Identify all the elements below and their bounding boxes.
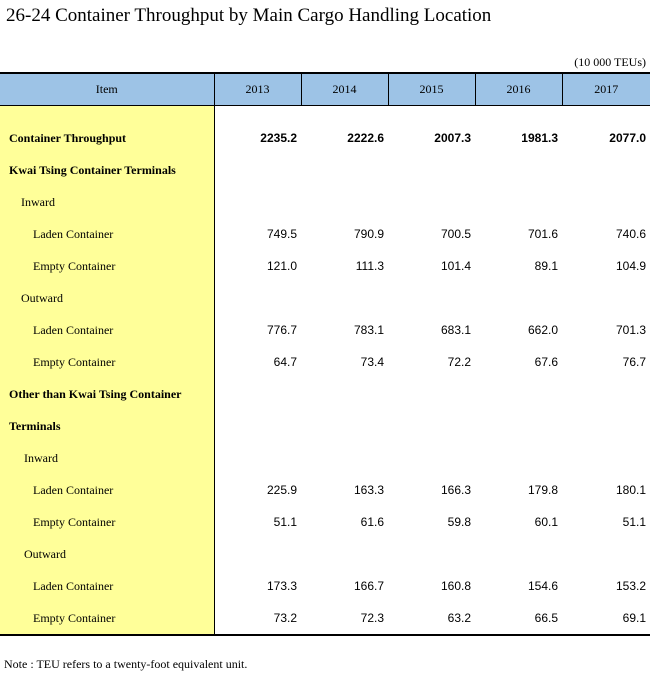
cell-value: 61.6 bbox=[360, 515, 384, 529]
cell-value: 59.8 bbox=[447, 515, 471, 529]
header-year: 2014 bbox=[300, 72, 388, 106]
table-row: Laden Container 225.9 163.3 166.3 179.8 … bbox=[0, 474, 650, 506]
row-label: Laden Container bbox=[0, 570, 215, 602]
group-label: Other than Kwai Tsing Container bbox=[0, 378, 215, 410]
cell-value: 160.8 bbox=[440, 579, 471, 593]
table-row: Outward bbox=[0, 282, 650, 314]
cell-value: 783.1 bbox=[353, 323, 384, 337]
row-label: Container Throughput bbox=[0, 122, 215, 154]
cell-value: 166.7 bbox=[353, 579, 384, 593]
cell-value: 700.5 bbox=[440, 227, 471, 241]
cell-value: 180.1 bbox=[615, 483, 646, 497]
cell-value: 225.9 bbox=[266, 483, 297, 497]
table-row: Inward bbox=[0, 442, 650, 474]
cell-value: 66.5 bbox=[475, 602, 562, 636]
row-label: Empty Container bbox=[0, 250, 215, 282]
table-row: Inward bbox=[0, 186, 650, 218]
header-year: 2013 bbox=[213, 72, 301, 106]
cell-value: 701.3 bbox=[615, 323, 646, 337]
cell-value: 63.2 bbox=[388, 602, 475, 636]
cell-value: 111.3 bbox=[355, 259, 384, 273]
cell-value: 89.1 bbox=[534, 259, 558, 273]
cell-value: 740.6 bbox=[615, 227, 646, 241]
cell-value: 2077.0 bbox=[609, 131, 646, 145]
table-row: Laden Container 749.5 790.9 700.5 701.6 … bbox=[0, 218, 650, 250]
cell-value: 1981.3 bbox=[521, 131, 558, 145]
header-year: 2015 bbox=[387, 72, 475, 106]
cell-value: 51.1 bbox=[622, 515, 646, 529]
cell-value: 166.3 bbox=[440, 483, 471, 497]
table-row: Kwai Tsing Container Terminals bbox=[0, 154, 650, 186]
page-title: 26-24 Container Throughput by Main Cargo… bbox=[6, 5, 492, 26]
cell-value: 101.4 bbox=[440, 259, 471, 273]
cell-value: 72.2 bbox=[447, 355, 471, 369]
cell-value: 104.9 bbox=[615, 259, 646, 273]
table-row: Laden Container 173.3 166.7 160.8 154.6 … bbox=[0, 570, 650, 602]
row-label: Empty Container bbox=[0, 346, 215, 378]
table-row: Empty Container 121.0 111.3 101.4 89.1 1… bbox=[0, 250, 650, 282]
cell-value: 683.1 bbox=[440, 323, 471, 337]
cell-value: 76.7 bbox=[622, 355, 646, 369]
header-year: 2017 bbox=[561, 72, 650, 106]
cell-value: 2222.6 bbox=[347, 131, 384, 145]
table-row: Empty Container 64.7 73.4 72.2 67.6 76.7 bbox=[0, 346, 650, 378]
subgroup-label: Inward bbox=[0, 186, 215, 218]
cell-value: 69.1 bbox=[562, 602, 650, 636]
cell-value: 2007.3 bbox=[434, 131, 471, 145]
row-label: Laden Container bbox=[0, 474, 215, 506]
cell-value: 73.2 bbox=[214, 602, 301, 636]
header-row: Item 2013 2014 2015 2016 2017 bbox=[0, 72, 650, 106]
cell-value: 749.5 bbox=[266, 227, 297, 241]
group-label: Kwai Tsing Container Terminals bbox=[0, 154, 215, 186]
cell-value: 154.6 bbox=[527, 579, 558, 593]
cell-value: 121.0 bbox=[266, 259, 297, 273]
cell-value: 776.7 bbox=[266, 323, 297, 337]
table-row: Empty Container 73.2 72.3 63.2 66.5 69.1 bbox=[0, 602, 650, 636]
cell-value: 72.3 bbox=[301, 602, 388, 636]
cell-value: 790.9 bbox=[353, 227, 384, 241]
cell-value: 60.1 bbox=[534, 515, 558, 529]
table-row: Terminals bbox=[0, 410, 650, 442]
header-item: Item bbox=[0, 72, 214, 106]
cell-value: 662.0 bbox=[527, 323, 558, 337]
unit-label: (10 000 TEUs) bbox=[574, 55, 646, 69]
table-row: Container Throughput 2235.2 2222.6 2007.… bbox=[0, 122, 650, 154]
spacer-row bbox=[0, 105, 650, 122]
table-row: Outward bbox=[0, 538, 650, 570]
cell-value: 153.2 bbox=[615, 579, 646, 593]
group-label: Terminals bbox=[0, 410, 215, 442]
subgroup-label: Inward bbox=[0, 442, 215, 474]
cell-value: 701.6 bbox=[527, 227, 558, 241]
cell-value: 51.1 bbox=[273, 515, 297, 529]
cell-value: 173.3 bbox=[266, 579, 297, 593]
header-year: 2016 bbox=[474, 72, 562, 106]
row-label: Laden Container bbox=[0, 218, 215, 250]
row-label: Empty Container bbox=[0, 506, 215, 538]
cell-value: 64.7 bbox=[273, 355, 297, 369]
subgroup-label: Outward bbox=[0, 538, 215, 570]
row-label: Empty Container bbox=[0, 602, 215, 636]
cell-value: 163.3 bbox=[353, 483, 384, 497]
throughput-table: Item 2013 2014 2015 2016 2017 Container … bbox=[0, 72, 650, 636]
table-row: Empty Container 51.1 61.6 59.8 60.1 51.1 bbox=[0, 506, 650, 538]
footnote: Note : TEU refers to a twenty-foot equiv… bbox=[4, 657, 248, 671]
cell-value: 73.4 bbox=[360, 355, 384, 369]
subgroup-label: Outward bbox=[0, 282, 215, 314]
table-row: Laden Container 776.7 783.1 683.1 662.0 … bbox=[0, 314, 650, 346]
row-label: Laden Container bbox=[0, 314, 215, 346]
cell-value: 67.6 bbox=[534, 355, 558, 369]
cell-value: 2235.2 bbox=[260, 131, 297, 145]
cell-value: 179.8 bbox=[527, 483, 558, 497]
table-row: Other than Kwai Tsing Container bbox=[0, 378, 650, 410]
